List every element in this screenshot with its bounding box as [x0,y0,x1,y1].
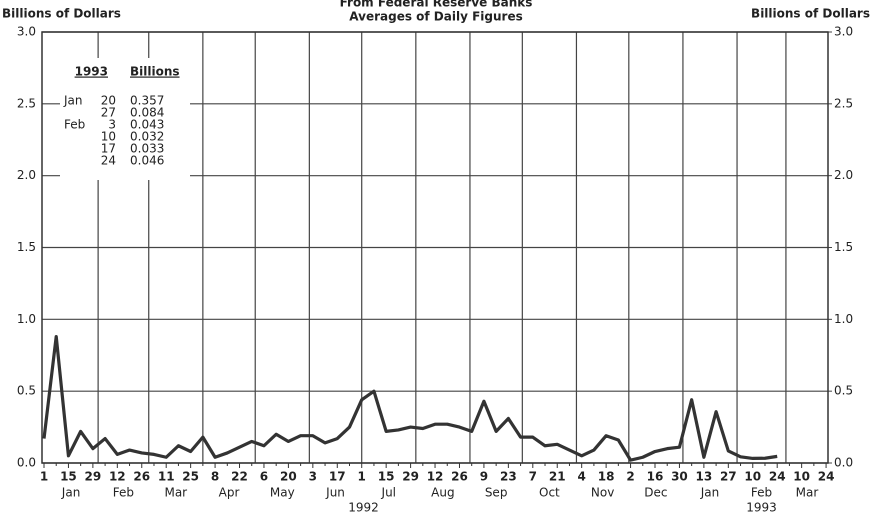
month-label: Feb [751,486,772,500]
x-tick-label: 22 [231,470,248,484]
x-tick-label: 2 [626,470,634,484]
y2-tick-label: 3.0 [834,25,853,39]
y-tick-label: 3.0 [17,25,36,39]
y2-tick-label: 1.5 [834,240,853,254]
x-tick-label: 26 [451,470,468,484]
x-tick-label: 6 [260,470,268,484]
x-tick-label: 9 [480,470,488,484]
month-label: Jan [700,486,720,500]
y-tick-label: 2.0 [17,168,36,182]
y2-tick-label: 1.0 [834,312,853,326]
month-label: Aug [431,486,454,500]
x-tick-label: 27 [720,470,737,484]
inset-value: 0.084 [130,106,164,120]
y2-tick-label: 2.5 [834,96,853,110]
x-tick-label: 29 [85,470,102,484]
month-label: Jul [381,486,396,500]
x-tick-label: 29 [402,470,419,484]
month-label: Feb [113,486,134,500]
series-line [42,334,778,462]
month-label: Dec [644,486,667,500]
month-label: Mar [796,486,819,500]
x-tick-label: 3 [309,470,317,484]
x-tick-label: 1 [358,470,366,484]
month-label: Jun [325,486,345,500]
x-tick-label: 23 [500,470,517,484]
y2-axis-label: Billions of Dollars [751,7,870,21]
inset-value: 0.043 [130,118,164,132]
x-tick-label: 10 [744,470,761,484]
x-tick-label: 15 [60,470,77,484]
x-tick-label: 13 [696,470,713,484]
y2-tick-label: 0.5 [834,384,853,398]
inset-value: 0.033 [130,142,164,156]
x-tick-label: 15 [378,470,395,484]
x-tick-label: 26 [133,470,150,484]
x-tick-label: 12 [109,470,126,484]
month-label: Apr [219,486,240,500]
inset-header: 1993 [75,65,108,79]
inset-day: 24 [101,154,116,168]
inset-day: 27 [101,106,116,120]
inset-day: 10 [101,130,116,144]
x-tick-label: 24 [818,470,835,484]
x-tick-label: 20 [280,470,297,484]
inset-month: Jan [63,94,83,108]
month-label: Mar [164,486,187,500]
inset-header: Billions [130,65,180,79]
month-label: Sep [485,486,508,500]
inset-value: 0.032 [130,130,164,144]
y-tick-label: 0.0 [17,456,36,470]
x-tick-label: 24 [769,470,786,484]
inset-background [60,58,190,180]
x-tick-label: 10 [793,470,810,484]
chart-subtitle: Averages of Daily Figures [349,10,522,24]
y-tick-label: 2.5 [17,96,36,110]
inset-day: 17 [101,142,116,156]
inset-value: 0.046 [130,154,164,168]
chart-title: From Federal Reserve Banks [340,0,533,10]
y2-tick-label: 2.0 [834,168,853,182]
month-label: May [270,486,295,500]
inset-day: 3 [108,118,116,132]
x-tick-label: 30 [671,470,688,484]
month-label: Oct [539,486,560,500]
year-label: 1992 [348,501,379,515]
y-tick-label: 1.0 [17,312,36,326]
x-tick-label: 25 [182,470,199,484]
x-tick-label: 8 [211,470,219,484]
x-tick-label: 21 [549,470,566,484]
x-tick-label: 4 [578,470,586,484]
inset-month: Feb [64,118,85,132]
x-tick-label: 1 [40,470,48,484]
y-tick-label: 1.5 [17,240,36,254]
x-tick-label: 7 [529,470,537,484]
month-label: Jan [61,486,81,500]
year-label: 1993 [746,501,777,515]
x-tick-label: 12 [427,470,444,484]
y2-tick-label: 0.0 [834,456,853,470]
x-tick-label: 16 [647,470,664,484]
x-tick-label: 18 [598,470,615,484]
inset-value: 0.357 [130,94,164,108]
x-tick-label: 11 [158,470,175,484]
inset-day: 20 [101,94,116,108]
y-axis-label: Billions of Dollars [2,7,121,21]
month-label: Nov [591,486,614,500]
y-tick-label: 0.5 [17,384,36,398]
x-tick-label: 17 [329,470,346,484]
